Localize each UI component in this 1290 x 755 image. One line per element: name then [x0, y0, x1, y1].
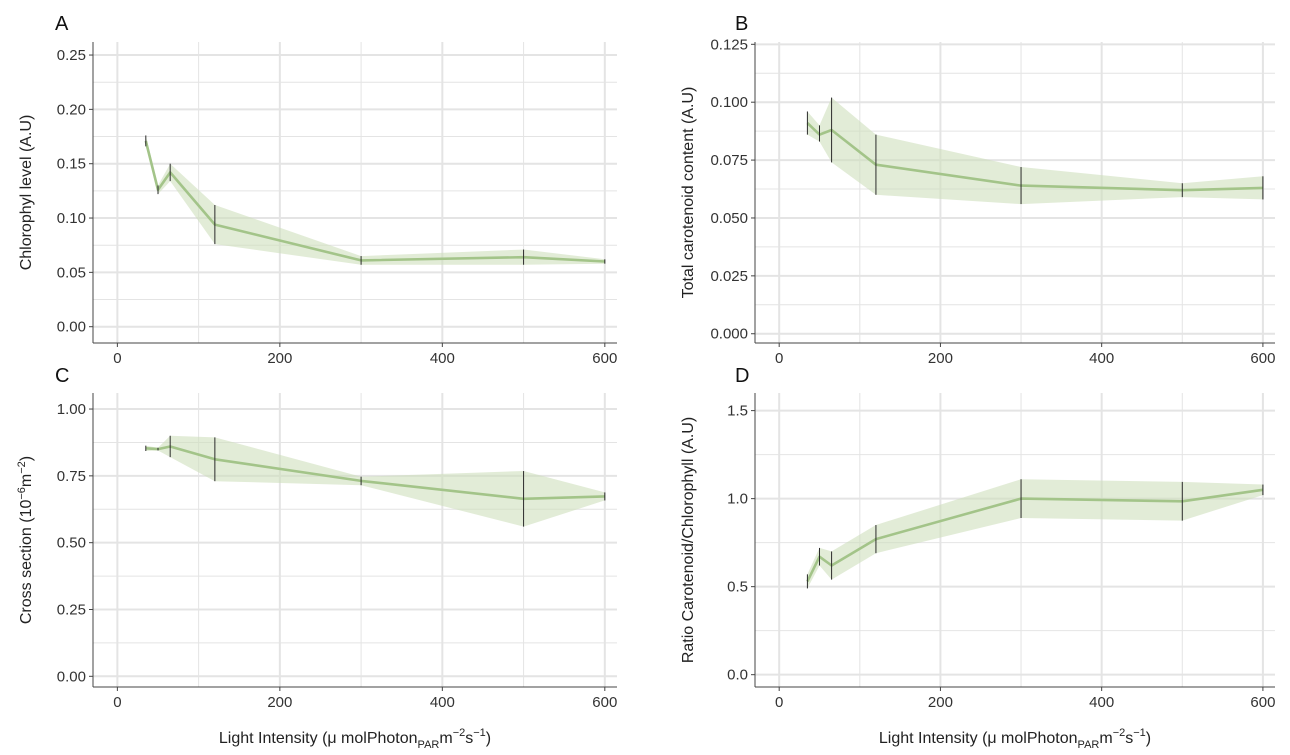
confidence-ribbon — [807, 479, 1263, 589]
panel-b: 0.000 0.025 0.050 0.075 0.100 0.125 0 200 400 600… — [680, 13, 1275, 367]
x-tick-label: 200 — [928, 694, 953, 711]
x-axis-title: Light Intensity (μ molPhotonPARm−2s−1) — [219, 727, 491, 751]
x-tick-label: 400 — [1089, 694, 1114, 711]
y-tick-label: 0.00 — [57, 668, 86, 685]
x-tick-label: 0 — [113, 694, 121, 711]
x-tick-label: 200 — [928, 350, 953, 367]
y-tick-label: 0.10 — [57, 210, 86, 227]
y-tick-label: 0.0 — [727, 667, 748, 684]
y-tick-label: 0.00 — [57, 319, 86, 336]
y-axis-title: Total carotenoid content (A.U) — [680, 87, 697, 299]
y-axis-title: Ratio Carotenoid/Chlorophyll (A.U) — [680, 417, 697, 663]
confidence-ribbon — [145, 135, 605, 265]
confidence-ribbon — [807, 97, 1263, 205]
panel-a: 0.00 0.05 0.10 0.15 0.20 0.25 0 200 400 600 A Chlor… — [18, 13, 617, 367]
y-tick-label: 0.050 — [710, 210, 748, 227]
x-tick-label: 200 — [267, 694, 292, 711]
y-tick-label: 0.15 — [57, 156, 86, 173]
y-tick-label: 0.025 — [710, 268, 748, 285]
y-tick-label: 1.0 — [727, 491, 748, 508]
y-tick-label: 0.000 — [710, 326, 748, 343]
panel-letter-d: D — [735, 365, 749, 387]
x-tick-label: 400 — [1089, 350, 1114, 367]
panel-letter-a: A — [55, 13, 69, 35]
y-tick-label: 0.25 — [57, 47, 86, 64]
x-tick-label: 600 — [1250, 350, 1275, 367]
x-tick-label: 600 — [592, 350, 617, 367]
x-tick-label: 200 — [267, 350, 292, 367]
y-tick-label: 0.5 — [727, 579, 748, 596]
y-tick-label: 0.100 — [710, 94, 748, 111]
y-tick-label: 0.20 — [57, 101, 86, 118]
x-tick-label: 0 — [775, 694, 783, 711]
y-axis-title: Cross section (10−6m−2) — [16, 456, 35, 624]
y-tick-label: 1.00 — [57, 401, 86, 418]
y-axis-title: Chlorophyl level (A.U) — [18, 115, 35, 271]
plot-area — [93, 42, 617, 343]
y-tick-label: 0.05 — [57, 264, 86, 281]
x-tick-label: 400 — [430, 350, 455, 367]
y-tick-label: 0.075 — [710, 152, 748, 169]
x-tick-label: 0 — [775, 350, 783, 367]
y-tick-label: 1.5 — [727, 403, 748, 420]
x-tick-label: 600 — [1250, 694, 1275, 711]
x-tick-label: 600 — [592, 694, 617, 711]
panel-letter-b: B — [735, 13, 748, 35]
y-tick-label: 0.50 — [57, 535, 86, 552]
x-tick-label: 0 — [113, 350, 121, 367]
y-tick-label: 0.125 — [710, 36, 748, 53]
panel-d: 0.0 0.5 1.0 1.5 0 200 400 600 D Ratio Carotenoid/… — [680, 365, 1275, 751]
y-tick-label: 0.75 — [57, 468, 86, 485]
x-axis-title: Light Intensity (μ molPhotonPARm−2s−1) — [879, 727, 1151, 751]
panel-c: 0.00 0.25 0.50 0.75 1.00 0 200 400 600 C Cross sec… — [16, 365, 617, 751]
x-tick-label: 400 — [430, 694, 455, 711]
plot-area — [755, 393, 1275, 687]
panel-letter-c: C — [55, 365, 69, 387]
y-tick-label: 0.25 — [57, 601, 86, 618]
